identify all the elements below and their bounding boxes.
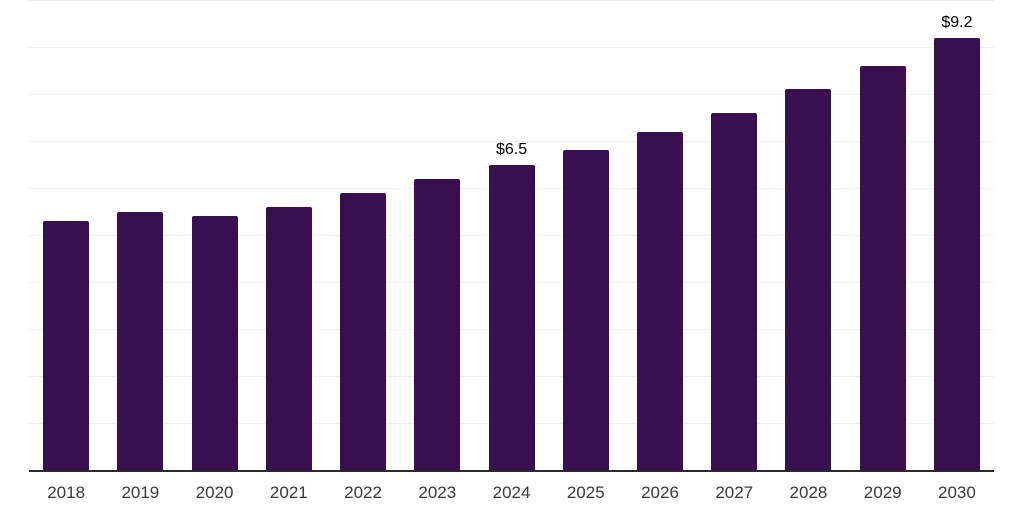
data-label-2024: $6.5 — [495, 140, 528, 158]
x-tick-label: 2030 — [938, 483, 976, 502]
bar-slot — [103, 0, 177, 470]
bar-slot — [400, 0, 474, 470]
x-axis: 2018 2019 2020 2021 2022 2023 2024 2025 2026 2027… — [29, 472, 994, 512]
bar-2020 — [191, 216, 238, 470]
gridline — [29, 47, 994, 48]
bar-slot — [177, 0, 251, 470]
x-tick-label: 2027 — [715, 483, 754, 502]
bar-2019 — [117, 211, 164, 470]
bar-slot: $6.5 — [474, 0, 548, 470]
plot-area: $6.5 $9.2 — [29, 0, 994, 472]
x-tick-label: 2020 — [195, 483, 234, 502]
bar-2029 — [859, 65, 906, 470]
bar-2018 — [43, 220, 90, 470]
bar-2023 — [414, 178, 461, 470]
x-tick-label: 2026 — [641, 483, 679, 502]
bar-2030 — [933, 37, 980, 470]
bar-slot — [697, 0, 771, 470]
bar-slot: $9.2 — [920, 0, 994, 470]
x-tick-label: 2029 — [863, 483, 902, 502]
data-label-2030: $9.2 — [941, 13, 973, 31]
bar-2022 — [340, 192, 387, 470]
x-tick-label: 2021 — [269, 483, 308, 502]
x-tick-label: 2028 — [789, 483, 828, 502]
bar-slot — [326, 0, 400, 470]
x-tick-label: 2018 — [47, 483, 86, 502]
bars-container: $6.5 $9.2 — [29, 0, 994, 470]
bar-slot — [771, 0, 845, 470]
x-tick-label: 2023 — [418, 483, 457, 502]
bar-2027 — [711, 112, 758, 470]
bar-2026 — [636, 131, 683, 470]
gridline — [29, 0, 994, 1]
bar-2028 — [785, 89, 832, 470]
bar-2021 — [265, 206, 312, 470]
x-tick-label: 2025 — [566, 483, 605, 502]
gridline — [29, 141, 994, 142]
bar-slot — [623, 0, 697, 470]
bar-slot — [846, 0, 920, 470]
x-tick-label: 2022 — [344, 483, 382, 502]
x-tick-label: 2019 — [121, 483, 160, 502]
bar-slot — [549, 0, 623, 470]
bar-2024 — [488, 164, 535, 470]
x-tick-label: 2024 — [492, 483, 531, 502]
bar-slot — [252, 0, 326, 470]
gridline — [29, 94, 994, 95]
bar-slot — [29, 0, 103, 470]
bar-2025 — [562, 150, 609, 470]
